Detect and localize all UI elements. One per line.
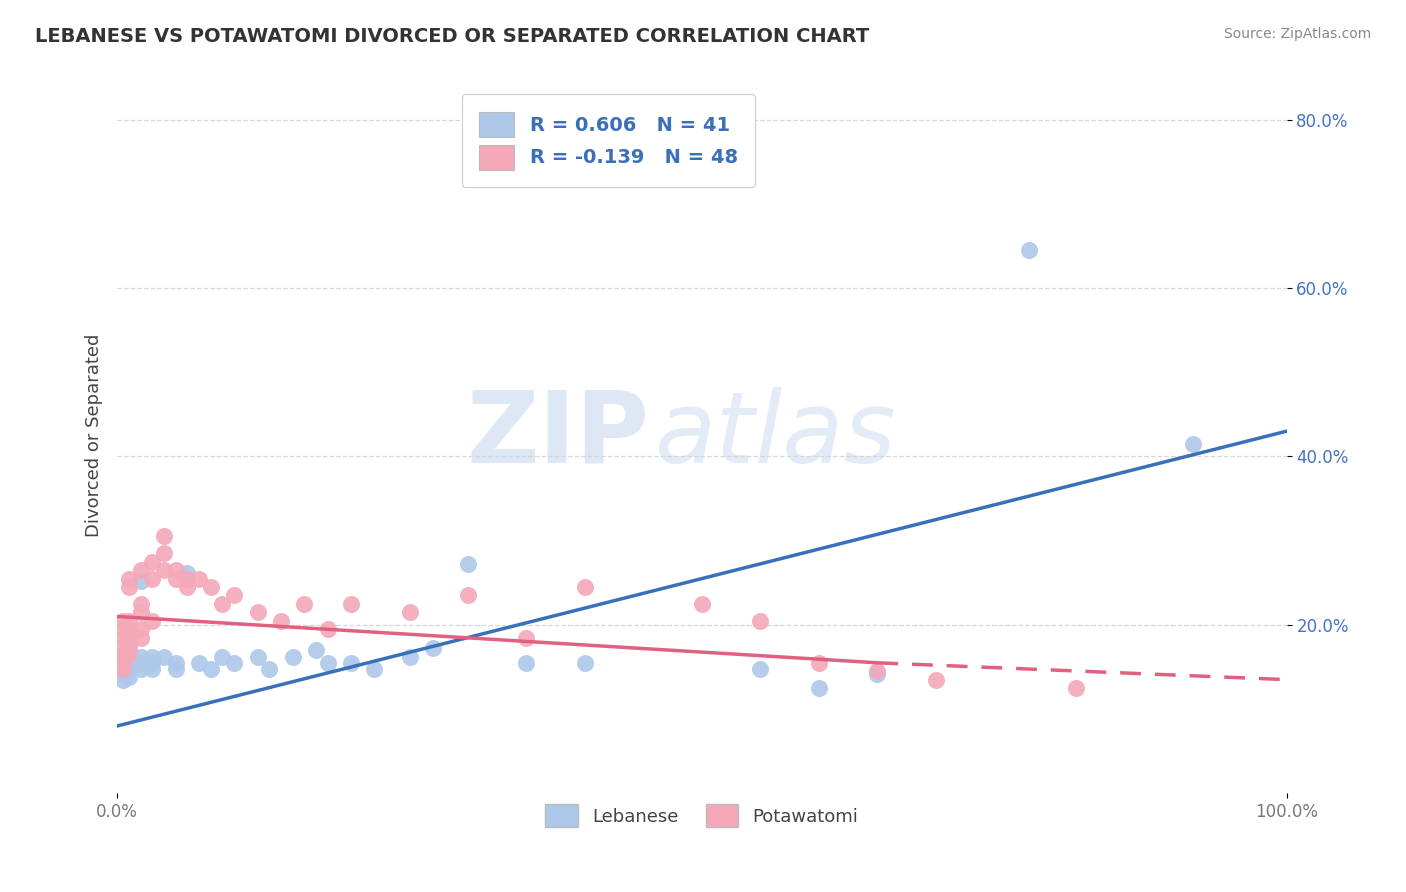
Point	[129, 649, 152, 664]
Point	[246, 649, 269, 664]
Point	[118, 631, 141, 645]
Point	[141, 649, 163, 664]
Point	[118, 580, 141, 594]
Point	[129, 605, 152, 619]
Point	[129, 574, 152, 588]
Point	[257, 662, 280, 676]
Point	[141, 614, 163, 628]
Point	[153, 529, 176, 543]
Point	[112, 622, 135, 636]
Point	[141, 572, 163, 586]
Point	[129, 563, 152, 577]
Point	[422, 641, 444, 656]
Point	[340, 656, 363, 670]
Y-axis label: Divorced or Separated: Divorced or Separated	[86, 334, 103, 537]
Point	[112, 662, 135, 676]
Point	[141, 662, 163, 676]
Point	[112, 614, 135, 628]
Point	[363, 662, 385, 676]
Point	[749, 614, 772, 628]
Point	[305, 643, 328, 657]
Point	[165, 656, 187, 670]
Point	[866, 664, 889, 678]
Point	[165, 662, 187, 676]
Point	[574, 656, 596, 670]
Point	[574, 580, 596, 594]
Point	[129, 597, 152, 611]
Point	[246, 605, 269, 619]
Point	[153, 546, 176, 560]
Legend: Lebanese, Potawatomi: Lebanese, Potawatomi	[538, 797, 866, 834]
Point	[165, 572, 187, 586]
Point	[316, 622, 339, 636]
Point	[112, 673, 135, 687]
Point	[200, 662, 222, 676]
Point	[200, 580, 222, 594]
Point	[457, 558, 479, 572]
Point	[118, 648, 141, 662]
Point	[118, 656, 141, 670]
Point	[1018, 243, 1040, 257]
Point	[112, 631, 135, 645]
Point	[129, 656, 152, 670]
Point	[398, 649, 420, 664]
Point	[188, 572, 211, 586]
Point	[515, 631, 537, 645]
Text: Source: ZipAtlas.com: Source: ZipAtlas.com	[1223, 27, 1371, 41]
Point	[176, 566, 198, 580]
Point	[281, 649, 304, 664]
Point	[112, 662, 135, 676]
Point	[292, 597, 315, 611]
Point	[118, 662, 141, 676]
Point	[153, 563, 176, 577]
Point	[112, 656, 135, 670]
Point	[749, 662, 772, 676]
Point	[112, 649, 135, 664]
Point	[398, 605, 420, 619]
Text: atlas: atlas	[655, 387, 897, 483]
Point	[118, 622, 141, 636]
Point	[270, 614, 292, 628]
Point	[129, 662, 152, 676]
Point	[112, 666, 135, 681]
Point	[211, 597, 233, 611]
Point	[112, 639, 135, 653]
Point	[176, 580, 198, 594]
Point	[925, 673, 948, 687]
Point	[176, 572, 198, 586]
Point	[457, 589, 479, 603]
Point	[188, 656, 211, 670]
Point	[153, 649, 176, 664]
Point	[211, 649, 233, 664]
Point	[807, 681, 830, 695]
Point	[1064, 681, 1087, 695]
Point	[118, 649, 141, 664]
Point	[129, 631, 152, 645]
Point	[1182, 437, 1205, 451]
Point	[141, 656, 163, 670]
Point	[224, 656, 246, 670]
Point	[224, 589, 246, 603]
Point	[515, 656, 537, 670]
Point	[118, 643, 141, 657]
Point	[340, 597, 363, 611]
Point	[112, 648, 135, 662]
Point	[118, 614, 141, 628]
Point	[141, 555, 163, 569]
Point	[165, 563, 187, 577]
Point	[118, 670, 141, 684]
Point	[807, 656, 830, 670]
Point	[118, 572, 141, 586]
Point	[129, 622, 152, 636]
Point	[118, 639, 141, 653]
Point	[316, 656, 339, 670]
Point	[866, 666, 889, 681]
Point	[690, 597, 713, 611]
Text: LEBANESE VS POTAWATOMI DIVORCED OR SEPARATED CORRELATION CHART: LEBANESE VS POTAWATOMI DIVORCED OR SEPAR…	[35, 27, 869, 45]
Text: ZIP: ZIP	[467, 387, 650, 483]
